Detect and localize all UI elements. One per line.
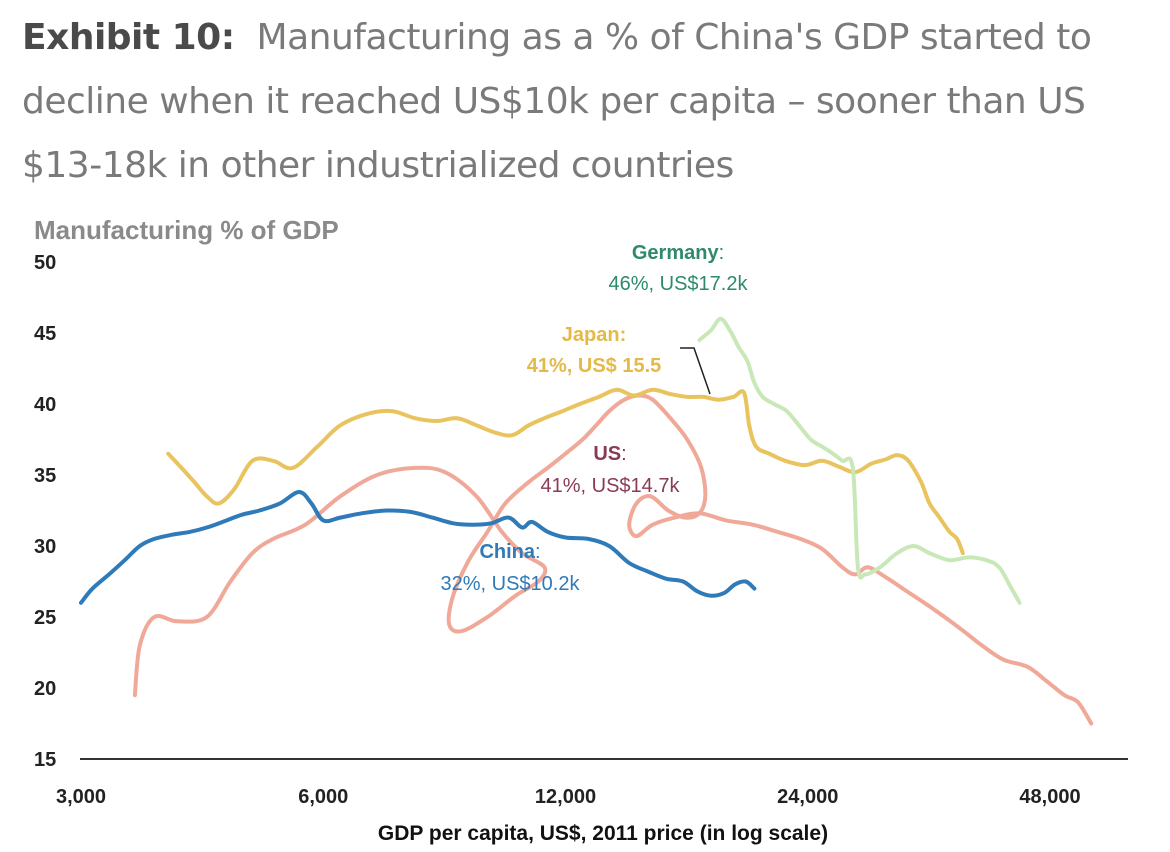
x-tick-label: 3,000 bbox=[56, 786, 106, 808]
y-tick-label: 50 bbox=[34, 252, 56, 274]
x-tick-label: 24,000 bbox=[777, 786, 838, 808]
x-tick-label: 6,000 bbox=[298, 786, 348, 808]
us-annotation: US: bbox=[593, 443, 626, 465]
series-line-china bbox=[79, 490, 757, 605]
germany-annotation: Germany: bbox=[632, 242, 724, 264]
y-axis-title: Manufacturing % of GDP bbox=[34, 215, 339, 245]
y-tick-label: 40 bbox=[34, 394, 56, 416]
x-axis-ticks: 3,000 6,000 12,000 24,000 48,000 bbox=[56, 786, 1081, 808]
x-tick-label: 48,000 bbox=[1019, 786, 1080, 808]
china-annotation-value: 32%, US$10.2k bbox=[441, 573, 581, 595]
japan-callout-line bbox=[680, 347, 711, 395]
y-tick-label: 45 bbox=[34, 323, 56, 345]
title-text: Manufacturing as a % of China's GDP star… bbox=[22, 17, 1092, 186]
series-line-germany bbox=[697, 316, 1022, 605]
x-tick-label: 12,000 bbox=[535, 786, 596, 808]
chart-title: Exhibit 10: Manufacturing as a % of Chin… bbox=[22, 6, 1152, 198]
us-annotation-value: 41%, US$14.7k bbox=[541, 475, 681, 497]
germany-annotation-value: 46%, US$17.2k bbox=[609, 273, 749, 295]
series-line-us bbox=[132, 393, 1094, 726]
china-annotation-name: China bbox=[479, 541, 535, 563]
y-tick-label: 15 bbox=[34, 749, 56, 771]
y-tick-label: 35 bbox=[34, 465, 56, 487]
exhibit-label: Exhibit 10: bbox=[22, 17, 235, 58]
us-annotation-name: US bbox=[593, 443, 621, 465]
germany-annotation-name: Germany bbox=[632, 242, 720, 264]
x-axis-title: GDP per capita, US$, 2011 price (in log … bbox=[378, 822, 828, 845]
y-tick-label: 20 bbox=[34, 678, 56, 700]
china-annotation: China: bbox=[479, 541, 540, 563]
y-axis-ticks: 15 20 25 30 35 40 45 50 bbox=[34, 252, 56, 771]
japan-annotation-name: Japan: bbox=[562, 324, 626, 346]
japan-annotation-value: 41%, US$ 15.5 bbox=[527, 355, 662, 377]
series-layer bbox=[79, 316, 1094, 726]
y-tick-label: 25 bbox=[34, 607, 56, 629]
series-line-japan bbox=[166, 387, 965, 556]
y-tick-label: 30 bbox=[34, 536, 56, 558]
